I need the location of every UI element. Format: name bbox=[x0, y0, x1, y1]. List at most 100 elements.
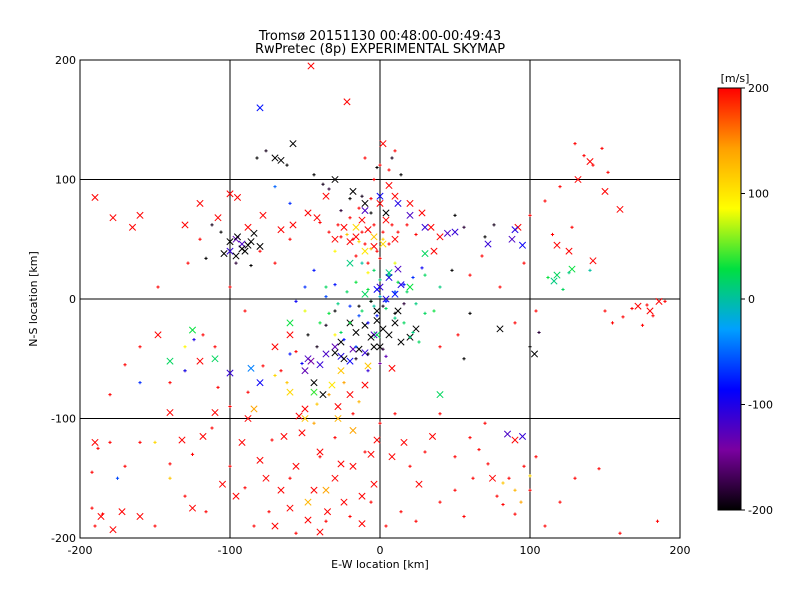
data-point-cross bbox=[218, 480, 227, 488]
data-point-plus bbox=[115, 476, 120, 480]
data-point-cross bbox=[233, 233, 242, 241]
data-point-plus bbox=[582, 154, 586, 158]
data-point-plus bbox=[288, 201, 292, 205]
data-point-plus bbox=[492, 223, 496, 227]
data-point-plus bbox=[462, 357, 466, 361]
data-point-plus bbox=[480, 254, 484, 258]
data-point-plus bbox=[423, 311, 427, 315]
data-point-cross bbox=[307, 62, 315, 70]
data-point-cross bbox=[188, 326, 197, 334]
data-point-plus bbox=[606, 170, 610, 174]
data-point-plus bbox=[468, 436, 472, 440]
data-point-plus bbox=[453, 455, 457, 459]
data-point-cross bbox=[427, 223, 435, 231]
y-axis-label: N-S location [km] bbox=[27, 251, 40, 347]
data-point-cross bbox=[550, 277, 558, 285]
data-point-cross bbox=[178, 436, 186, 444]
data-point-plus bbox=[312, 421, 316, 425]
data-point-plus bbox=[261, 364, 265, 368]
data-point-plus bbox=[267, 510, 271, 514]
colorbar-tick-label: -100 bbox=[748, 399, 773, 412]
data-point-plus bbox=[345, 232, 349, 237]
data-point-plus bbox=[351, 412, 355, 416]
data-point-cross bbox=[503, 430, 512, 438]
data-point-plus bbox=[393, 311, 397, 315]
data-point-cross bbox=[259, 211, 267, 219]
data-point-plus bbox=[351, 237, 355, 241]
data-point-cross bbox=[349, 187, 357, 196]
data-point-plus bbox=[366, 321, 370, 325]
data-point-cross bbox=[166, 357, 174, 365]
data-point-plus bbox=[381, 304, 385, 308]
data-point-plus bbox=[168, 476, 172, 480]
data-point-plus bbox=[528, 474, 532, 478]
data-point-cross bbox=[388, 364, 396, 372]
data-point-plus bbox=[393, 149, 397, 153]
data-point-plus bbox=[405, 290, 409, 294]
data-point-cross bbox=[397, 338, 405, 346]
data-point-cross bbox=[358, 492, 366, 500]
data-point-plus bbox=[183, 494, 187, 498]
data-point-cross bbox=[301, 405, 309, 413]
data-point-plus bbox=[204, 510, 208, 514]
data-point-cross bbox=[421, 223, 429, 231]
data-point-plus bbox=[558, 500, 562, 504]
colorbar-tick-label: 100 bbox=[748, 188, 769, 201]
data-point-plus bbox=[387, 273, 391, 277]
data-point-plus bbox=[384, 354, 388, 358]
data-point-cross bbox=[379, 325, 387, 333]
data-point-plus bbox=[210, 426, 214, 430]
data-point-plus bbox=[318, 220, 322, 225]
data-point-cross bbox=[488, 474, 497, 482]
data-point-cross bbox=[385, 331, 393, 339]
data-point-cross bbox=[295, 412, 303, 420]
data-point-plus bbox=[336, 223, 340, 227]
data-point-plus bbox=[645, 303, 649, 307]
data-point-cross bbox=[109, 526, 117, 534]
data-point-plus bbox=[324, 295, 328, 299]
data-point-plus bbox=[399, 173, 403, 177]
data-point-cross bbox=[428, 432, 437, 440]
data-point-cross bbox=[340, 498, 348, 506]
data-point-plus bbox=[402, 321, 406, 325]
data-point-cross bbox=[271, 154, 279, 162]
data-point-cross bbox=[391, 192, 399, 200]
data-point-plus bbox=[354, 357, 358, 361]
data-point-cross bbox=[364, 226, 372, 234]
data-point-plus bbox=[201, 333, 205, 337]
data-point-plus bbox=[591, 163, 595, 167]
data-point-plus bbox=[375, 249, 379, 253]
data-point-plus bbox=[378, 361, 382, 366]
data-point-plus bbox=[258, 249, 262, 253]
data-point-cross bbox=[346, 259, 354, 267]
data-point-plus bbox=[381, 347, 385, 351]
data-point-plus bbox=[342, 381, 346, 385]
data-point-plus bbox=[183, 369, 187, 373]
data-point-plus bbox=[405, 223, 409, 227]
data-point-plus bbox=[417, 340, 421, 344]
data-point-plus bbox=[228, 464, 232, 468]
data-point-cross bbox=[256, 456, 264, 464]
data-point-cross bbox=[655, 297, 663, 305]
data-point-plus bbox=[348, 321, 352, 325]
data-point-plus bbox=[108, 393, 112, 397]
data-point-cross bbox=[373, 331, 381, 339]
data-point-plus bbox=[303, 285, 307, 289]
data-point-plus bbox=[360, 230, 364, 234]
data-point-cross bbox=[484, 240, 492, 248]
data-point-cross bbox=[361, 290, 369, 298]
data-point-cross bbox=[511, 226, 519, 234]
data-point-cross bbox=[323, 508, 332, 516]
data-point-cross bbox=[361, 207, 369, 215]
data-point-cross bbox=[334, 414, 342, 423]
data-point-cross bbox=[289, 140, 297, 148]
data-point-plus bbox=[483, 235, 487, 239]
data-point-plus bbox=[315, 402, 319, 406]
data-point-plus bbox=[336, 302, 340, 306]
plot-frame bbox=[79, 59, 681, 539]
data-point-cross bbox=[385, 181, 393, 190]
data-point-cross bbox=[436, 391, 444, 399]
data-point-plus bbox=[610, 321, 615, 325]
data-point-cross bbox=[337, 367, 345, 375]
data-point-plus bbox=[90, 506, 94, 510]
